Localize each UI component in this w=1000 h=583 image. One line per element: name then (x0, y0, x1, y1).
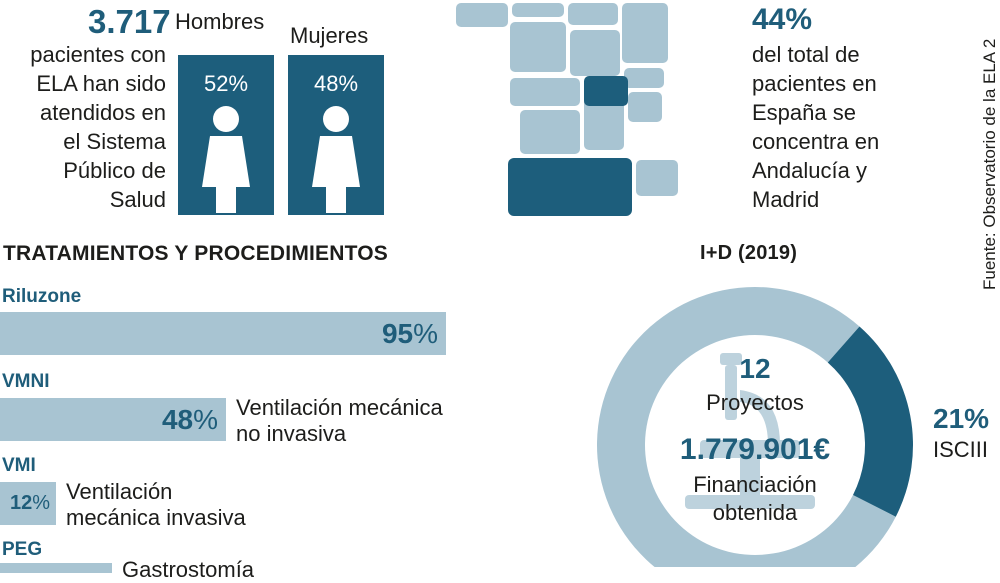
bar-value-number: 48 (161, 403, 194, 435)
spain-regions-map (456, 3, 678, 216)
bar-value-unit: % (32, 492, 50, 514)
microscope-icon (685, 353, 815, 509)
rd-title: I+D (2019) (700, 242, 798, 264)
men-card: 52% (178, 55, 274, 215)
treatment-bar-riluzone: 95% (0, 312, 446, 355)
concentration-desc-line: Andalucía y (752, 158, 867, 183)
treatment-label-peg: PEG (2, 539, 43, 560)
person-icon (312, 106, 360, 213)
source-text: Fuente: Observatorio de la ELA 2 (980, 38, 999, 290)
treatment-label-vmi: VMI (2, 455, 36, 476)
women-percentage: 48% (313, 71, 359, 96)
patients-desc-line: el Sistema (63, 129, 166, 154)
men-percentage: 52% (203, 71, 249, 96)
concentration-percentage: 44% (752, 3, 813, 36)
bar-value-unit: % (413, 317, 438, 349)
rd-projects-label: Proyectos (706, 390, 804, 415)
treatment-bar-peg (0, 563, 112, 573)
rd-isciii-percentage: 21% (933, 403, 990, 434)
concentration-description: del total de pacientes en España se conc… (752, 40, 879, 214)
women-card: 48% (288, 55, 384, 215)
desc-line: Gastrostomía (122, 557, 255, 582)
patients-description: pacientes con ELA han sido atendidos en … (0, 40, 166, 214)
bar-value-number: 95 (381, 317, 414, 349)
concentration-desc-line: España se (752, 100, 856, 125)
rd-isciii-label: ISCIII (933, 437, 989, 462)
treatment-bar-vmni: 48% (0, 398, 226, 441)
rd-funding-amount: 1.779.901€ (679, 433, 831, 466)
bar-value: 48% (162, 398, 218, 441)
patients-desc-line: Público de (63, 158, 166, 183)
patients-desc-line: ELA han sido (36, 71, 166, 96)
donut-slice-rest (597, 287, 896, 567)
rd-funding-label: Financiación obtenida (670, 471, 840, 527)
donut-slice-isciii (827, 326, 913, 517)
source-credit: Fuente: Observatorio de la ELA 2 (980, 0, 1000, 300)
treatment-desc-peg: Gastrostomía (122, 557, 254, 583)
men-label: Hombres (175, 9, 265, 34)
concentration-desc-line: del total de (752, 42, 860, 67)
person-icon (202, 106, 250, 213)
treatment-desc-vmi: Ventilación mecánica invasiva (66, 479, 246, 531)
desc-line: mecánica invasiva (66, 505, 246, 530)
desc-line: Ventilación (66, 479, 173, 504)
patients-desc-line: pacientes con (30, 42, 166, 67)
concentration-desc-line: concentra en (752, 129, 880, 154)
patients-desc-line: Salud (109, 187, 166, 212)
bar-value: 12% (10, 482, 50, 525)
concentration-desc-line: pacientes en (752, 71, 877, 96)
rd-projects-number: 12 (739, 353, 771, 384)
treatment-label-vmni: VMNI (2, 371, 50, 392)
bar-value: 95% (382, 312, 438, 355)
funding-label-line: Financiación (693, 472, 817, 497)
treatments-title: TRATAMIENTOS Y PROCEDIMIENTOS (3, 242, 389, 265)
women-label: Mujeres (290, 23, 369, 48)
bar-value-number: 12 (9, 492, 33, 514)
patients-desc-line: atendidos en (40, 100, 166, 125)
treatment-label-riluzone: Riluzone (2, 286, 82, 307)
rd-donut-chart (597, 287, 913, 567)
concentration-desc-line: Madrid (752, 187, 820, 212)
patients-number: 3.717 (88, 3, 171, 40)
funding-label-line: obtenida (712, 500, 798, 525)
treatment-desc-vmni: Ventilación mecánica no invasiva (236, 395, 443, 447)
desc-line: no invasiva (236, 421, 347, 446)
treatment-bar-vmi: 12% (0, 482, 56, 525)
desc-line: Ventilación mecánica (236, 395, 443, 420)
bar-value-unit: % (193, 403, 218, 435)
